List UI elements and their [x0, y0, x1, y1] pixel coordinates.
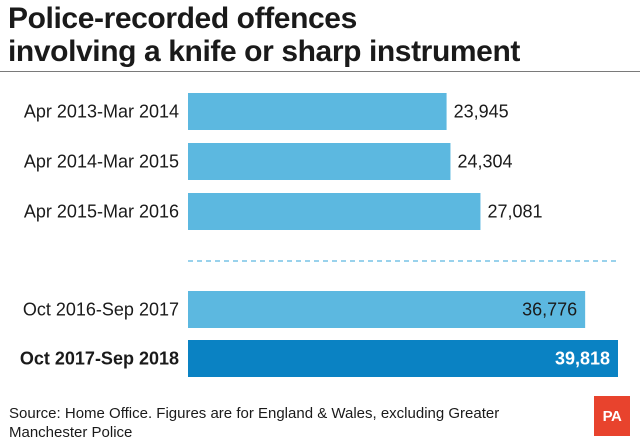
- category-label-2: Apr 2014-Mar 2015: [24, 152, 179, 172]
- value-label-1: 23,945: [454, 102, 509, 122]
- value-label-3: 27,081: [487, 202, 542, 222]
- category-label-1: Apr 2013-Mar 2014: [24, 102, 179, 122]
- bar-5: [188, 340, 618, 377]
- category-label-3: Apr 2015-Mar 2016: [24, 202, 179, 222]
- chart-title: Police-recorded offences involving a kni…: [8, 2, 628, 68]
- bar-1: [188, 93, 447, 130]
- value-label-5: 39,818: [555, 349, 610, 369]
- source-note: Source: Home Office. Figures are for Eng…: [9, 405, 500, 441]
- pa-logo: PA: [594, 396, 630, 436]
- value-label-4: 36,776: [522, 300, 577, 320]
- category-label-4: Oct 2016-Sep 2017: [23, 300, 179, 320]
- bar-2: [188, 143, 451, 180]
- title-line-1: Police-recorded offences: [8, 2, 357, 35]
- bar-3: [188, 193, 481, 230]
- category-label-5: Oct 2017-Sep 2018: [20, 349, 179, 369]
- title-line-2: involving a knife or sharp instrument: [8, 35, 520, 68]
- bar-4: [188, 291, 586, 328]
- bar-chart: Apr 2013-Mar 2014 23,945 Apr 2014-Mar 2015…: [20, 93, 618, 377]
- title-divider: [0, 71, 640, 72]
- value-label-2: 24,304: [457, 152, 512, 172]
